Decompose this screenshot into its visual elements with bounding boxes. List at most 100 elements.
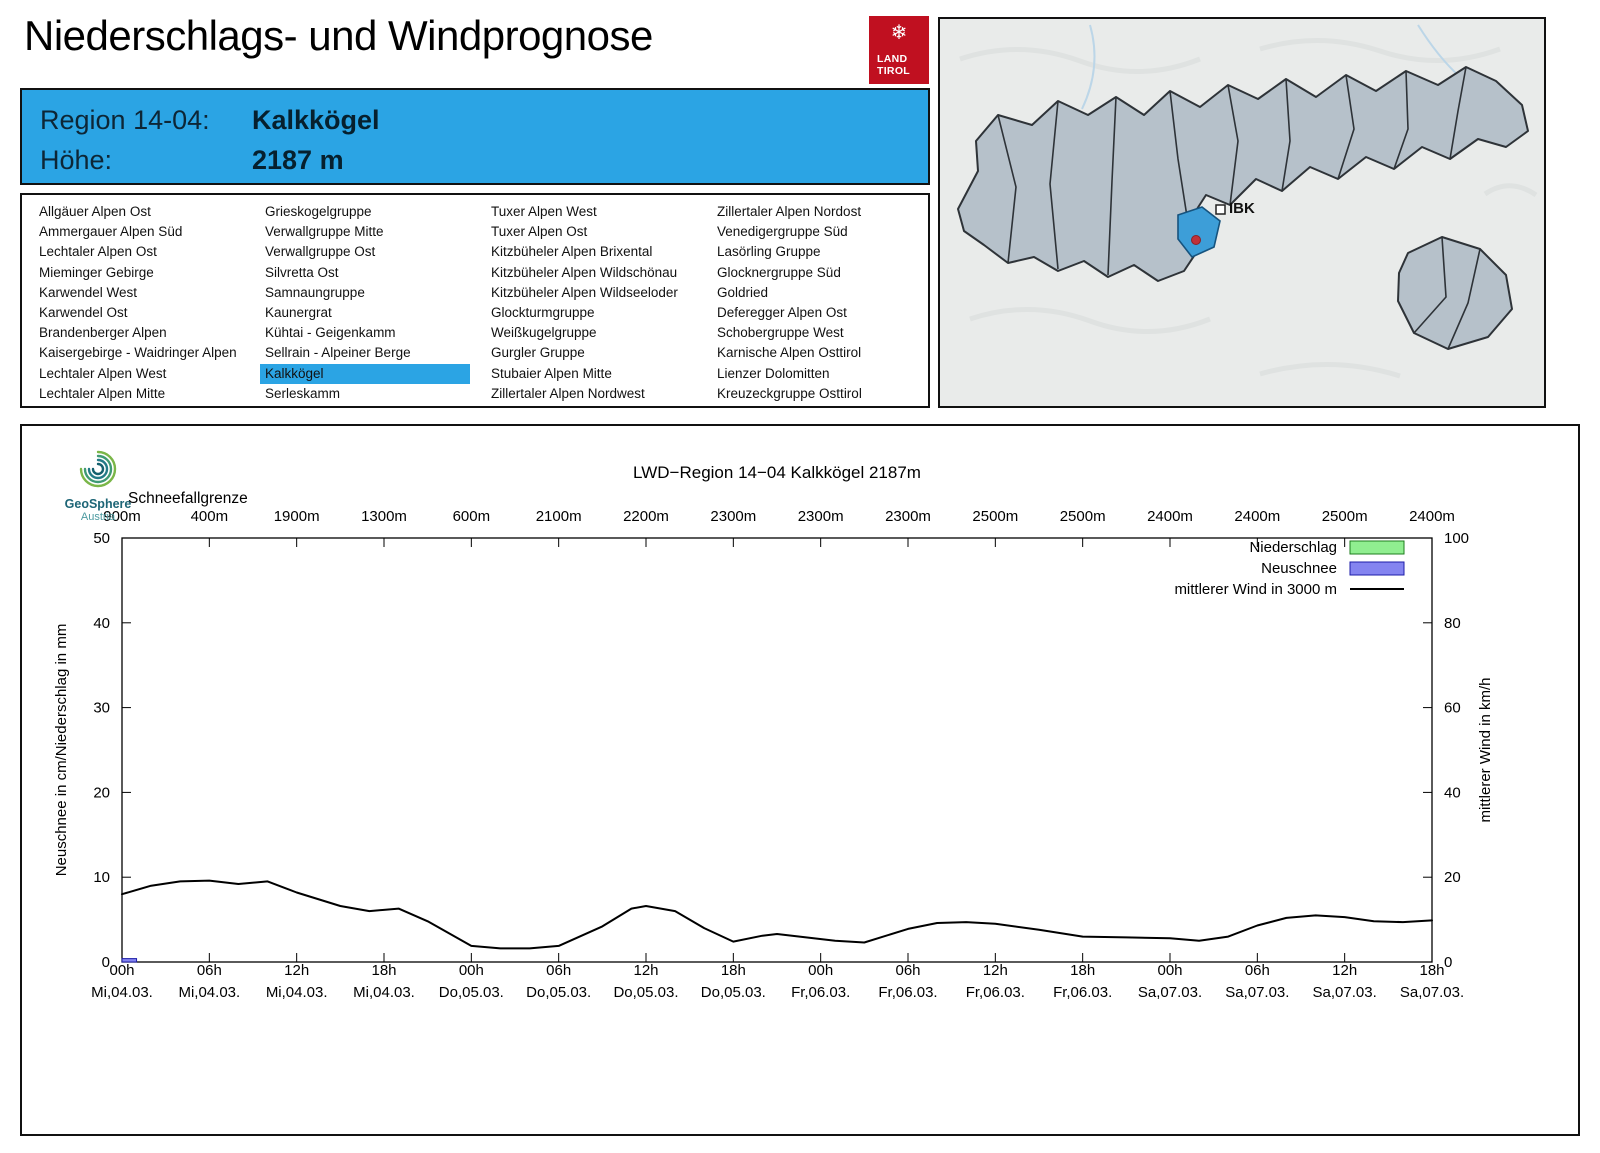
region-column: Grieskogelgruppe Verwallgruppe Mitte Verwa…	[260, 202, 486, 406]
region-item[interactable]: Karwendel Ost	[39, 305, 128, 321]
x-tick-date: Mi,04.03.	[266, 984, 328, 1001]
region-item[interactable]: Karnische Alpen Osttirol	[717, 345, 862, 361]
region-item[interactable]: Kaunergrat	[265, 305, 332, 321]
y-tick-right-label: 100	[1444, 530, 1469, 547]
snowline-value: 2500m	[972, 508, 1018, 525]
y-tick-left-label: 10	[93, 869, 110, 886]
snowline-value: 2100m	[536, 508, 582, 525]
snowline-value: 2300m	[798, 508, 844, 525]
region-item[interactable]: Lechtaler Alpen Mitte	[39, 385, 166, 401]
x-tick-time: 18h	[1419, 962, 1444, 979]
region-item[interactable]: Lienzer Dolomitten	[717, 365, 830, 381]
snowline-value: 2300m	[885, 508, 931, 525]
x-tick-time: 06h	[197, 962, 222, 979]
region-item[interactable]: Allgäuer Alpen Ost	[39, 204, 151, 219]
y-axis-title-right: mittlerer Wind in km/h	[1477, 677, 1494, 822]
map-district-borders	[997, 66, 1467, 276]
region-row: Region 14-04: Kalkkögel	[40, 100, 928, 140]
region-item[interactable]: Zillertaler Alpen Nordost	[717, 204, 862, 219]
region-item[interactable]: Grieskogelgruppe	[265, 204, 372, 219]
x-tick-time: 12h	[284, 962, 309, 979]
region-item[interactable]: Stubaier Alpen Mitte	[491, 365, 612, 381]
region-item[interactable]: Kitzbüheler Alpen Brixental	[491, 244, 653, 260]
x-tick-date: Sa,07.03.	[1400, 984, 1464, 1001]
region-item[interactable]: Lechtaler Alpen West	[39, 365, 167, 381]
geosphere-sub: Austria	[80, 511, 116, 523]
x-tick-time: 18h	[1070, 962, 1095, 979]
region-item[interactable]: Deferegger Alpen Ost	[717, 305, 847, 321]
x-tick-date: Fr,06.03.	[878, 984, 937, 1001]
tirol-map: IBK	[938, 17, 1546, 408]
region-item[interactable]: Samnaungruppe	[265, 284, 365, 300]
x-tick-date: Do,05.03.	[439, 984, 504, 1001]
map-station-dot	[1191, 235, 1201, 245]
region-item[interactable]: Kühtai - Geigenkamm	[265, 325, 396, 341]
x-tick-time: 12h	[1332, 962, 1357, 979]
geosphere-name: GeoSphere	[64, 497, 132, 511]
x-tick-date: Do,05.03.	[526, 984, 591, 1001]
region-item[interactable]: Schobergruppe West	[717, 325, 844, 341]
y-tick-right-label: 0	[1444, 954, 1452, 971]
wind-line	[121, 879, 1433, 950]
x-tick-time: 00h	[109, 962, 134, 979]
region-list-grid: Allgäuer Alpen Ost Ammergauer Alpen Süd Le…	[20, 193, 930, 408]
y-tick-left-label: 20	[93, 784, 110, 801]
region-item[interactable]: Brandenberger Alpen	[39, 325, 167, 341]
region-item[interactable]: Karwendel West	[39, 284, 138, 300]
x-tick-time: 06h	[895, 962, 920, 979]
region-item[interactable]: Kreuzeckgruppe Osttirol	[717, 385, 862, 401]
x-tick-time: 00h	[1157, 962, 1182, 979]
y-tick-left-label: 0	[102, 954, 110, 971]
region-item[interactable]: Kalkkögel	[260, 363, 470, 384]
snowline-value: 400m	[191, 508, 229, 525]
region-item[interactable]: Glockturmgruppe	[491, 305, 595, 321]
snowline-value: 1300m	[361, 508, 407, 525]
x-tick-date: Sa,07.03.	[1138, 984, 1202, 1001]
page-title: Niederschlags- und Windprognose	[24, 12, 653, 59]
x-tick-date: Sa,07.03.	[1225, 984, 1289, 1001]
region-item[interactable]: Glocknergruppe Süd	[717, 264, 841, 280]
y-tick-right-label: 40	[1444, 784, 1461, 801]
region-item[interactable]: Ammergauer Alpen Süd	[39, 224, 183, 240]
snowline-value: 2400m	[1234, 508, 1280, 525]
region-item[interactable]: Tuxer Alpen West	[491, 204, 597, 219]
region-item[interactable]: Kaisergebirge - Waidringer Alpen	[39, 345, 237, 361]
x-tick-time: 18h	[721, 962, 746, 979]
region-item[interactable]: Zillertaler Alpen Nordwest	[491, 385, 645, 401]
geosphere-swirl-icon	[79, 450, 117, 488]
map-north-tirol-outline[interactable]	[957, 66, 1529, 282]
x-tick-time: 12h	[983, 962, 1008, 979]
region-item[interactable]: Sellrain - Alpeiner Berge	[265, 345, 411, 361]
region-item[interactable]: Weißkugelgruppe	[491, 325, 597, 341]
region-item[interactable]: Verwallgruppe Ost	[265, 244, 376, 260]
region-item[interactable]: Lechtaler Alpen Ost	[39, 244, 157, 260]
snowline-value: 900m	[103, 508, 141, 525]
region-item[interactable]: Kitzbüheler Alpen Wildseeloder	[491, 284, 678, 300]
region-item[interactable]: Goldried	[717, 284, 769, 300]
region-item[interactable]: Tuxer Alpen Ost	[491, 224, 588, 240]
region-value: Kalkkögel	[252, 105, 380, 135]
region-item[interactable]: Kitzbüheler Alpen Wildschönau	[491, 264, 678, 280]
region-item[interactable]: Verwallgruppe Mitte	[265, 224, 384, 240]
x-tick-time: 12h	[633, 962, 658, 979]
region-item[interactable]: Serleskamm	[265, 385, 341, 401]
altitude-label: Höhe:	[40, 145, 113, 175]
map-east-tirol-outline[interactable]	[1397, 236, 1513, 350]
x-tick-date: Fr,06.03.	[791, 984, 850, 1001]
region-item[interactable]: Mieminger Gebirge	[39, 264, 154, 280]
snowline-value: 2400m	[1147, 508, 1193, 525]
x-tick-time: 00h	[459, 962, 484, 979]
altitude-value: 2187 m	[252, 145, 344, 175]
snowline-value: 2500m	[1322, 508, 1368, 525]
region-item[interactable]: Venedigergruppe Süd	[717, 224, 848, 240]
y-tick-right-label: 80	[1444, 615, 1461, 632]
map-highlight-region[interactable]	[1177, 206, 1221, 258]
legend-label: mittlerer Wind in 3000 m	[1174, 581, 1337, 598]
region-item[interactable]: Gurgler Gruppe	[491, 345, 585, 361]
altitude-row: Höhe: 2187 m	[40, 140, 928, 180]
map-ibk-label: IBK	[1229, 200, 1255, 217]
region-item[interactable]: Lasörling Gruppe	[717, 244, 821, 260]
region-item[interactable]: Silvretta Ost	[265, 264, 339, 280]
neuschnee-bar	[121, 958, 138, 963]
